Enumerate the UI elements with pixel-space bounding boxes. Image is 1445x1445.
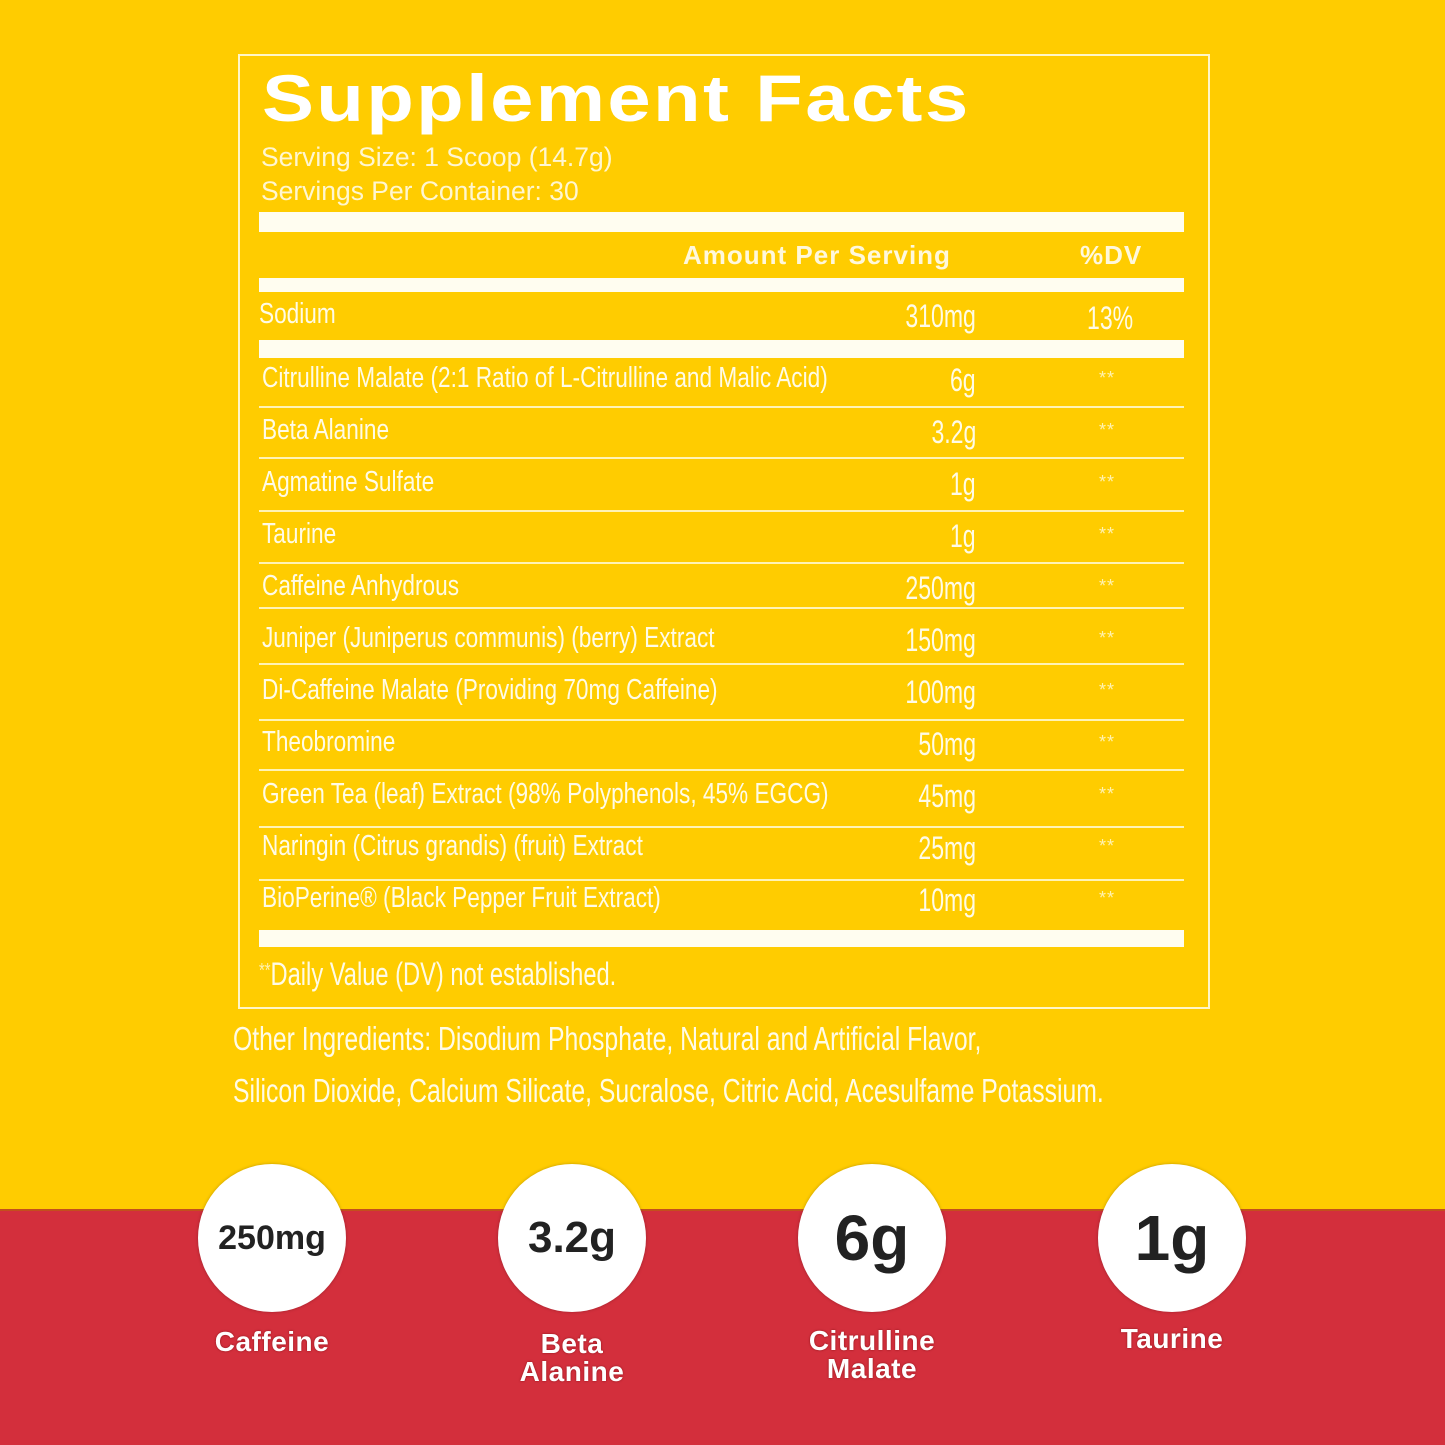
nutrient-dv: 13% — [1087, 300, 1134, 336]
nutrient-amount: 310mg — [905, 298, 976, 334]
ingredient-name: Caffeine Anhydrous — [262, 570, 460, 602]
thick-divider — [259, 930, 1184, 947]
badge-caffeine-label: Caffeine — [152, 1328, 392, 1356]
ingredient-amount: 1g — [950, 466, 976, 502]
footnote-mark: ** — [259, 960, 271, 982]
row-divider — [259, 562, 1184, 564]
row-divider — [259, 510, 1184, 512]
ingredient-dv: ** — [1099, 784, 1116, 804]
ingredient-amount: 50mg — [918, 726, 976, 762]
badge-citrulline-malate-label: Citrulline Malate — [752, 1327, 992, 1383]
row-divider — [259, 406, 1184, 408]
thick-divider — [259, 278, 1184, 292]
row-divider — [259, 769, 1184, 771]
row-divider — [259, 719, 1184, 721]
serving-size: Serving Size: 1 Scoop (14.7g) — [261, 142, 613, 172]
ingredient-dv: ** — [1099, 836, 1116, 856]
other-ingredients-line-1: Other Ingredients: Disodium Phosphate, N… — [233, 1020, 982, 1057]
ingredient-amount: 45mg — [918, 778, 976, 814]
ingredient-dv: ** — [1099, 576, 1116, 596]
nutrient-name: Sodium — [259, 298, 336, 330]
badge-caffeine: 250mg — [198, 1164, 346, 1312]
badge-label-line: Beta — [540, 1328, 604, 1359]
ingredient-amount: 6g — [950, 362, 976, 398]
ingredient-name: Beta Alanine — [262, 414, 390, 446]
row-divider — [259, 879, 1184, 881]
ingredient-amount: 3.2g — [931, 414, 976, 450]
ingredient-dv: ** — [1099, 888, 1116, 908]
ingredient-name: Taurine — [262, 518, 337, 550]
ingredient-amount: 250mg — [905, 570, 976, 606]
ingredient-name: Green Tea (leaf) Extract (98% Polyphenol… — [262, 778, 829, 810]
ingredient-name: Juniper (Juniperus communis) (berry) Ext… — [262, 622, 715, 654]
ingredient-dv: ** — [1099, 628, 1116, 648]
ingredient-name: Di-Caffeine Malate (Providing 70mg Caffe… — [262, 674, 718, 706]
badge-citrulline-malate: 6g — [798, 1164, 946, 1312]
badge-label-line: Malate — [826, 1353, 918, 1384]
ingredient-dv: ** — [1099, 472, 1116, 492]
ingredient-amount: 150mg — [905, 622, 976, 658]
badge-label-line: Citrulline — [808, 1325, 936, 1356]
footnote-text: Daily Value (DV) not established. — [270, 956, 617, 992]
ingredient-dv: ** — [1099, 680, 1116, 700]
badge-taurine: 1g — [1098, 1164, 1246, 1312]
footnote: **Daily Value (DV) not established. — [259, 956, 616, 993]
badge-taurine-label: Taurine — [1052, 1325, 1292, 1353]
ingredient-amount: 100mg — [905, 674, 976, 710]
row-divider — [259, 826, 1184, 828]
badge-label-line: Alanine — [519, 1356, 625, 1387]
ingredient-dv: ** — [1099, 524, 1116, 544]
ingredient-amount: 10mg — [918, 882, 976, 918]
dv-header: %DV — [1080, 240, 1143, 270]
thick-divider — [259, 340, 1184, 358]
badge-beta-alanine-label: Beta Alanine — [452, 1330, 692, 1386]
ingredient-amount: 1g — [950, 518, 976, 554]
badge-value: 250mg — [218, 1218, 326, 1257]
ingredient-amount: 25mg — [918, 830, 976, 866]
badge-value: 1g — [1134, 1202, 1210, 1274]
ingredient-dv: ** — [1099, 368, 1116, 388]
row-divider — [259, 607, 1184, 609]
ingredient-name: Theobromine — [262, 726, 396, 758]
badge-value: 3.2g — [527, 1213, 617, 1262]
servings-per-container: Servings Per Container: 30 — [261, 176, 579, 206]
badge-beta-alanine: 3.2g — [498, 1164, 646, 1312]
row-divider — [259, 457, 1184, 459]
thick-divider — [259, 212, 1184, 232]
badge-label-line: Taurine — [1120, 1323, 1224, 1354]
ingredient-dv: ** — [1099, 420, 1116, 440]
ingredient-name: Agmatine Sulfate — [262, 466, 435, 498]
other-ingredients-line-2: Silicon Dioxide, Calcium Silicate, Sucra… — [233, 1072, 1104, 1109]
badge-label-line: Caffeine — [214, 1326, 330, 1357]
ingredient-name: Naringin (Citrus grandis) (fruit) Extrac… — [262, 830, 643, 862]
row-divider — [259, 663, 1184, 665]
ingredient-name: BioPerine® (Black Pepper Fruit Extract) — [262, 882, 661, 914]
ingredient-dv: ** — [1099, 732, 1116, 752]
amount-per-serving-header: Amount Per Serving — [683, 240, 951, 270]
panel-title: Supplement Facts — [262, 61, 971, 135]
supplement-facts-panel — [238, 54, 1210, 1009]
badge-value: 6g — [834, 1202, 910, 1274]
ingredient-name: Citrulline Malate (2:1 Ratio of L-Citrul… — [262, 362, 828, 394]
